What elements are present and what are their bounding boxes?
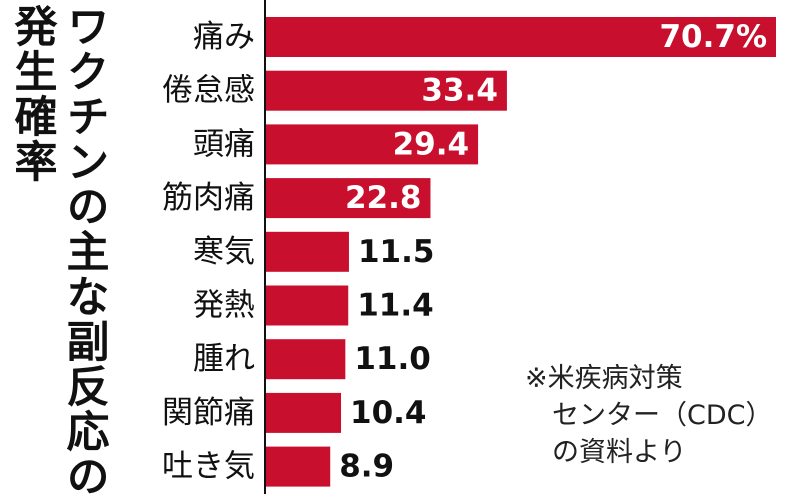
bar <box>266 446 331 487</box>
value-label: 11.0 <box>354 341 431 377</box>
chart-title-main: ワクチンの主な副反応の <box>59 4 109 499</box>
bar <box>266 285 349 326</box>
bar <box>266 392 342 433</box>
category-label: 関節痛 <box>162 395 255 431</box>
value-label: 10.4 <box>350 395 427 431</box>
bar <box>266 70 507 111</box>
category-label: 頭痛 <box>193 126 255 162</box>
value-label: 70.7% <box>659 19 767 55</box>
bar <box>266 231 349 272</box>
category-label: 寒気 <box>193 234 255 270</box>
chart-title-sub: 発生確率 <box>7 4 57 184</box>
value-label: 29.4 <box>393 126 470 162</box>
chart-title: ワクチンの主な副反応の 発生確率 <box>0 0 130 499</box>
bar <box>266 17 776 57</box>
category-label: 吐き気 <box>162 449 255 485</box>
category-label: 腫れ <box>193 341 255 377</box>
source-note-line-1: ※米疾病対策 <box>525 363 683 394</box>
source-note-line-3: の資料より <box>552 437 687 468</box>
bar <box>266 178 431 219</box>
category-label: 筋肉痛 <box>162 180 255 216</box>
value-label: 11.4 <box>357 288 434 324</box>
value-label: 33.4 <box>421 73 498 109</box>
value-label: 8.9 <box>339 449 394 485</box>
bar <box>266 339 346 380</box>
bar <box>266 124 479 165</box>
category-label: 発熱 <box>193 288 255 324</box>
category-label: 痛み <box>193 19 255 55</box>
source-note-line-2: センター（CDC） <box>552 400 773 431</box>
source-note: ※米疾病対策 センター（CDC） の資料より <box>525 360 773 471</box>
category-label: 倦怠感 <box>162 73 255 109</box>
value-label: 22.8 <box>345 180 422 216</box>
value-label: 11.5 <box>358 234 435 270</box>
